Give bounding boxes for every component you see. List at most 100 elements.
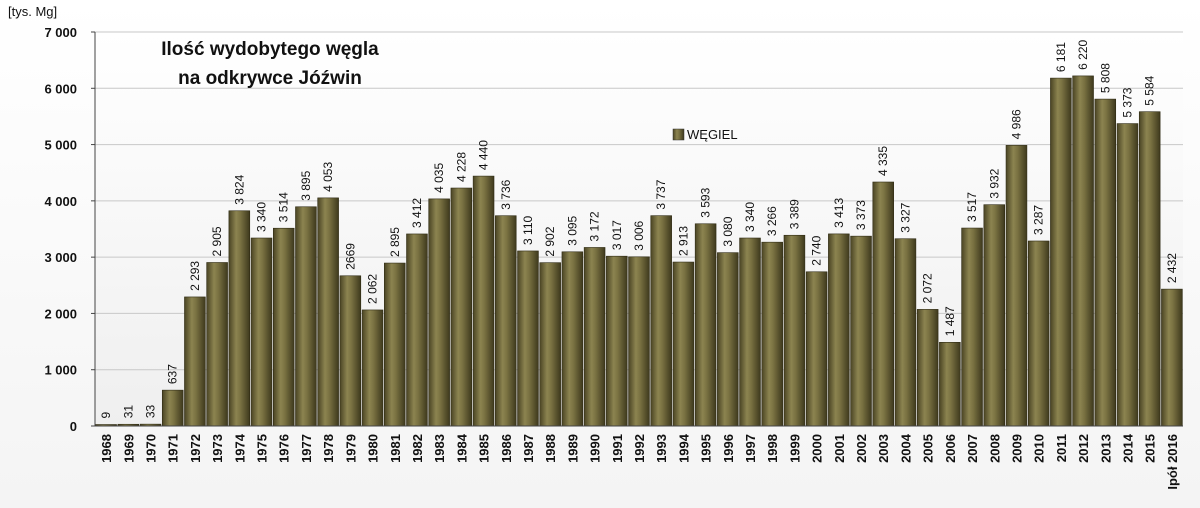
- value-label: 6 220: [1076, 40, 1090, 70]
- x-tick-label: 2006: [943, 434, 958, 463]
- x-tick-label: 2008: [987, 434, 1002, 463]
- bar-2002: [850, 235, 872, 427]
- y-axis-ticks: 0 1 000 2 000 3 000 4 000 5 000 6 000 7 000: [44, 25, 95, 434]
- value-label: 33: [144, 404, 158, 418]
- x-tick-label: 1973: [210, 434, 225, 463]
- x-tick-label: 1994: [676, 433, 691, 463]
- value-label: 4 986: [1009, 109, 1023, 139]
- value-label: 2 740: [810, 235, 824, 265]
- value-label: 3 389: [787, 199, 801, 229]
- x-tick-label: 2003: [876, 434, 891, 463]
- bar-1984: [450, 187, 473, 427]
- value-label: 4 035: [432, 163, 446, 193]
- legend-entry-wegiel: WĘGIEL: [687, 127, 738, 142]
- x-tick-label: 1981: [388, 434, 403, 463]
- x-tick-label: 1998: [765, 434, 780, 463]
- value-label: 3 517: [965, 192, 979, 222]
- bar-1971: [161, 389, 184, 427]
- value-label: 2 913: [676, 226, 690, 256]
- x-tick-label: 1979: [343, 434, 358, 463]
- x-tick-label: 2001: [832, 434, 847, 463]
- value-label: 2 432: [1165, 253, 1179, 283]
- x-axis-ticks: 1968 1969 1970 1971 1972 1973 1974 1975 1976 1977…: [99, 433, 1180, 489]
- x-tick-label: 1997: [743, 434, 758, 463]
- x-tick-label: 2012: [1076, 434, 1091, 463]
- bar-1991: [606, 255, 628, 427]
- x-tick-label: 1986: [499, 434, 514, 463]
- value-label: 2 072: [921, 273, 935, 303]
- y-tick-label: 4 000: [44, 194, 77, 209]
- bar-1986: [495, 215, 517, 427]
- value-label: 637: [166, 364, 180, 384]
- value-label: 2669: [343, 243, 357, 270]
- x-tick-label: 2007: [965, 434, 980, 463]
- value-label: 3 287: [1032, 205, 1046, 235]
- value-label: 3 095: [565, 215, 579, 245]
- value-label: 3 017: [610, 220, 624, 250]
- x-tick-label: 2002: [854, 434, 869, 463]
- y-tick-label: 0: [70, 419, 77, 434]
- x-tick-label: 2013: [1098, 434, 1113, 463]
- x-tick-label: 1969: [121, 434, 136, 463]
- x-tick-label: 1995: [699, 434, 714, 463]
- bar-1980: [361, 309, 384, 427]
- bar-1989: [561, 251, 584, 427]
- x-tick-label: 1978: [321, 434, 336, 463]
- value-label: 3 340: [255, 202, 269, 232]
- value-label: 3 172: [588, 211, 602, 241]
- value-label: 3 006: [632, 220, 646, 250]
- x-tick-label: 1984: [454, 433, 469, 463]
- bar-2000: [805, 271, 828, 427]
- value-label: 3 327: [898, 202, 912, 232]
- value-label: 5 584: [1143, 75, 1157, 105]
- value-label: 4 440: [477, 140, 491, 170]
- value-label: 3 932: [987, 168, 1001, 198]
- bar-2014: [1116, 123, 1139, 427]
- bar-1996: [717, 252, 739, 427]
- bar-2013: [1094, 98, 1117, 427]
- x-tick-label: 1993: [654, 434, 669, 463]
- value-label: 2 905: [210, 226, 224, 256]
- value-label: 6 181: [1054, 42, 1068, 72]
- x-tick-label: 1970: [144, 434, 159, 463]
- x-tick-label: Ipół 2016: [1165, 434, 1180, 490]
- x-tick-label: 1996: [721, 434, 736, 463]
- x-tick-label: 2005: [921, 434, 936, 463]
- y-tick-label: 6 000: [44, 81, 77, 96]
- bar-1993: [650, 215, 672, 427]
- bar-1978: [317, 197, 339, 427]
- bar-2010: [1027, 240, 1050, 427]
- value-label: 4 228: [454, 152, 468, 182]
- x-tick-label: 1980: [366, 434, 381, 463]
- bar-2007: [961, 227, 983, 427]
- x-tick-label: 1971: [166, 434, 181, 463]
- bar-1972: [184, 296, 206, 427]
- y-tick-label: 3 000: [44, 250, 77, 265]
- bar-1987: [517, 250, 539, 427]
- bar-2005: [916, 309, 939, 427]
- value-label: 3 514: [277, 192, 291, 222]
- bar-2003: [872, 181, 894, 427]
- x-tick-label: 2015: [1143, 434, 1158, 463]
- x-tick-label: 1988: [543, 434, 558, 463]
- x-tick-label: 1991: [610, 434, 625, 463]
- value-labels: 9 31 33 637 2 293 2 905 3 824 3 340 3 514 3 895 4 …: [99, 40, 1179, 419]
- bar-2006: [939, 342, 961, 427]
- value-label: 31: [121, 405, 135, 419]
- y-tick-label: 2 000: [44, 306, 77, 321]
- bar-1997: [739, 237, 761, 427]
- x-tick-label: 1976: [277, 434, 292, 463]
- bar-1979: [339, 275, 362, 427]
- x-tick-label: 1990: [588, 434, 603, 463]
- value-label: 3 895: [299, 170, 313, 200]
- value-label: 4 335: [876, 146, 890, 176]
- value-label: 3 412: [410, 198, 424, 228]
- bar-1983: [428, 198, 450, 427]
- value-label: 3 340: [743, 202, 757, 232]
- value-label: 1 487: [943, 306, 957, 336]
- y-tick-label: 5 000: [44, 138, 77, 153]
- x-tick-label: 1982: [410, 434, 425, 463]
- bar-1998: [761, 241, 783, 427]
- bar-1977: [295, 206, 317, 427]
